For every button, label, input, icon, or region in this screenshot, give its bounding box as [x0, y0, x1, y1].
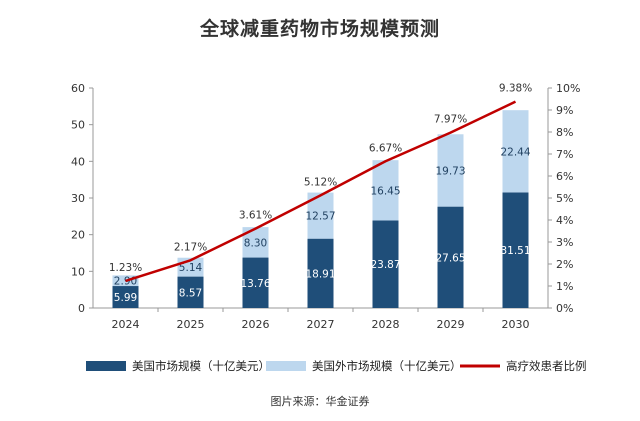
- legend-swatch-us-market: [86, 361, 126, 371]
- y-right-tick-label: 5%: [556, 192, 573, 205]
- y-right-tick-label: 9%: [556, 104, 573, 117]
- data-label-patient-ratio: 5.12%: [304, 176, 337, 188]
- y-left-tick-label: 0: [78, 302, 85, 315]
- x-tick-label: 2030: [502, 318, 530, 331]
- y-left-tick-label: 40: [71, 155, 85, 168]
- data-label-non-us-market: 12.57: [305, 211, 335, 223]
- data-label-us-market: 23.87: [370, 259, 400, 271]
- legend-label-us-market: 美国市场规模（十亿美元）: [132, 359, 270, 373]
- data-label-non-us-market: 8.30: [244, 237, 267, 249]
- x-tick-label: 2028: [372, 318, 400, 331]
- y-right-tick-label: 4%: [556, 214, 573, 227]
- data-label-non-us-market: 22.44: [500, 146, 530, 158]
- bar-us-market: [242, 257, 269, 308]
- bar-non-us-market: [372, 160, 399, 221]
- y-right-tick-label: 0%: [556, 302, 573, 315]
- data-label-non-us-market: 16.45: [370, 185, 400, 197]
- bar-non-us-market: [502, 110, 529, 193]
- data-label-us-market: 13.76: [240, 278, 270, 290]
- y-left-tick-label: 10: [71, 265, 85, 278]
- data-label-us-market: 8.57: [179, 287, 202, 299]
- bar-non-us-market: [437, 134, 464, 207]
- legend-label-patient-ratio: 高疗效患者比例: [506, 359, 587, 373]
- line-patient-ratio: [125, 100, 517, 283]
- data-label-patient-ratio: 6.67%: [369, 142, 402, 154]
- data-label-non-us-market: 19.73: [435, 165, 465, 177]
- y-right-tick-label: 6%: [556, 170, 573, 183]
- data-label-patient-ratio: 9.38%: [499, 83, 532, 95]
- legend-swatch-patient-ratio: [460, 364, 500, 368]
- data-label-non-us-market: 5.14: [179, 262, 203, 274]
- y-left-tick-label: 30: [71, 192, 85, 205]
- bar-us-market: [112, 286, 139, 308]
- data-label-us-market: 31.51: [500, 245, 530, 257]
- y-right-tick-label: 1%: [556, 280, 573, 293]
- legend-label-non-us-market: 美国外市场规模（十亿美元）: [312, 359, 462, 373]
- y-left-tick-label: 50: [71, 119, 85, 132]
- source-note: 图片来源：华金证券: [270, 395, 370, 408]
- data-label-us-market: 27.65: [435, 252, 465, 264]
- x-tick-label: 2027: [307, 318, 335, 331]
- legend-non-us-market: 美国外市场规模（十亿美元）: [266, 358, 462, 374]
- data-label-us-market: 5.99: [114, 292, 137, 304]
- legend-us-market: 美国市场规模（十亿美元）: [86, 358, 270, 374]
- y-right-tick-label: 3%: [556, 236, 573, 249]
- legend-swatch-non-us-market: [266, 361, 306, 371]
- y-right-tick-label: 7%: [556, 148, 573, 161]
- chart-title: 全球减重药物市场规模预测: [199, 18, 440, 40]
- y-right-tick-label: 8%: [556, 126, 573, 139]
- bar-us-market: [437, 206, 464, 308]
- data-label-patient-ratio: 1.23%: [109, 262, 142, 274]
- y-left-tick-label: 20: [71, 229, 85, 242]
- data-label-us-market: 18.91: [305, 268, 335, 280]
- bar-us-market: [372, 220, 399, 308]
- x-tick-label: 2024: [112, 318, 140, 331]
- x-tick-label: 2025: [177, 318, 205, 331]
- bar-us-market: [502, 192, 529, 308]
- data-label-patient-ratio: 3.61%: [239, 210, 272, 222]
- legend-patient-ratio: 高疗效患者比例: [460, 358, 587, 374]
- bar-us-market: [307, 238, 334, 308]
- data-label-patient-ratio: 7.97%: [434, 114, 467, 126]
- x-tick-label: 2026: [242, 318, 270, 331]
- y-right-tick-label: 2%: [556, 258, 573, 271]
- y-left-tick-label: 60: [71, 82, 85, 95]
- bar-us-market: [177, 276, 204, 308]
- data-label-patient-ratio: 2.17%: [174, 241, 207, 253]
- y-right-tick-label: 10%: [556, 82, 580, 95]
- x-tick-label: 2029: [437, 318, 465, 331]
